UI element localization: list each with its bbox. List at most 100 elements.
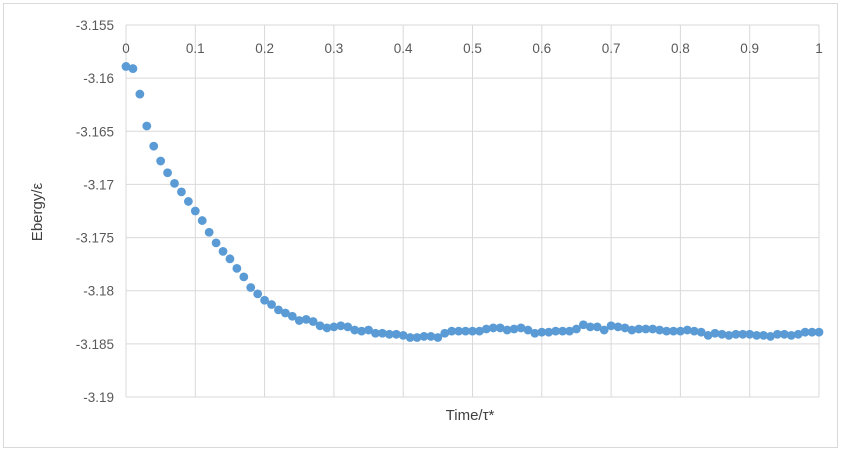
data-point xyxy=(530,328,540,338)
data-point xyxy=(239,272,249,282)
data-point xyxy=(253,289,263,299)
y-tick-label: -3.155 xyxy=(76,18,114,33)
data-point xyxy=(585,322,595,332)
y-tick-label: -3.165 xyxy=(76,124,114,139)
data-point xyxy=(384,329,394,339)
data-point xyxy=(738,329,748,339)
data-point xyxy=(280,308,290,318)
data-point xyxy=(343,322,353,332)
x-tick-label: 0.4 xyxy=(394,41,413,56)
data-point xyxy=(488,323,498,333)
x-tick-label: 0.6 xyxy=(532,41,551,56)
x-tick-label: 0.5 xyxy=(463,41,482,56)
data-point xyxy=(274,305,283,315)
data-point xyxy=(669,326,678,336)
data-point xyxy=(128,64,138,73)
x-tick-label: 0.1 xyxy=(186,41,205,56)
data-point xyxy=(433,333,443,342)
data-point xyxy=(689,326,699,336)
data-point xyxy=(378,328,387,338)
data-point xyxy=(800,327,810,337)
data-point xyxy=(662,326,671,336)
x-axis-title: Time/τ* xyxy=(446,407,495,424)
data-point xyxy=(287,311,297,321)
data-point xyxy=(426,332,436,341)
data-point xyxy=(440,328,450,338)
x-tick-label: 0.7 xyxy=(602,41,621,56)
data-point xyxy=(170,178,179,188)
data-point xyxy=(717,329,727,339)
data-point xyxy=(537,327,547,337)
y-tick-label: -3.19 xyxy=(83,390,114,405)
data-point xyxy=(232,263,242,273)
data-point xyxy=(468,326,477,336)
data-point xyxy=(793,329,803,339)
y-tick-label: -3.18 xyxy=(83,284,114,299)
data-point xyxy=(509,324,519,334)
data-point xyxy=(398,330,408,340)
x-tick-label: 0.2 xyxy=(255,41,274,56)
data-point xyxy=(613,322,623,332)
data-point xyxy=(135,89,145,99)
data-point xyxy=(703,330,713,340)
data-point xyxy=(183,197,193,206)
data-point xyxy=(620,323,630,333)
data-point xyxy=(246,283,256,292)
data-point xyxy=(599,325,609,335)
data-point xyxy=(211,238,221,248)
data-point xyxy=(475,326,484,336)
data-point xyxy=(502,325,512,335)
data-point xyxy=(336,321,346,331)
data-point xyxy=(641,324,651,334)
data-point xyxy=(204,227,214,237)
data-point xyxy=(447,326,457,336)
data-point xyxy=(648,324,658,334)
data-point xyxy=(121,62,131,71)
data-point xyxy=(308,317,318,326)
data-point xyxy=(523,325,533,335)
data-point xyxy=(759,330,768,340)
data-point xyxy=(745,329,755,339)
y-axis-title: Ebergy/ε xyxy=(29,183,46,242)
data-point xyxy=(163,168,172,178)
data-point xyxy=(773,329,782,339)
x-tick-label: 1 xyxy=(815,41,823,56)
data-point xyxy=(516,323,526,333)
y-tick-label: -3.175 xyxy=(76,231,114,246)
y-tick-label: -3.185 xyxy=(76,337,114,352)
data-point xyxy=(142,121,152,131)
y-tick-label: -3.16 xyxy=(83,71,114,86)
data-point xyxy=(779,329,789,339)
data-point xyxy=(301,315,311,324)
data-point xyxy=(329,322,339,332)
data-point xyxy=(634,324,644,334)
x-tick-label: 0.9 xyxy=(740,41,759,56)
y-tick-labels: -3.155 -3.16 -3.165 -3.17 -3.175 -3.18 -3.185 -… xyxy=(76,18,114,405)
data-point xyxy=(565,326,574,336)
gridlines xyxy=(125,24,820,398)
data-point xyxy=(731,329,741,339)
data-point xyxy=(190,206,200,216)
data-point xyxy=(405,333,415,342)
data-point xyxy=(544,327,554,337)
data-point xyxy=(578,320,588,330)
data-point xyxy=(177,187,186,197)
data-point xyxy=(267,300,276,309)
data-point xyxy=(814,327,824,337)
data-point xyxy=(752,330,762,340)
data-point xyxy=(481,324,491,334)
data-point xyxy=(294,316,304,325)
data-point xyxy=(807,327,817,337)
data-point xyxy=(710,328,720,338)
data-point xyxy=(225,254,235,264)
data-point xyxy=(419,332,429,341)
data-point xyxy=(412,333,422,342)
data-point xyxy=(572,324,581,334)
data-points xyxy=(121,62,824,342)
x-tick-label: 0.3 xyxy=(325,41,344,56)
y-tick-label: -3.17 xyxy=(83,177,114,192)
data-point xyxy=(357,326,367,336)
data-point xyxy=(724,330,734,340)
x-tick-label: 0 xyxy=(122,41,130,56)
